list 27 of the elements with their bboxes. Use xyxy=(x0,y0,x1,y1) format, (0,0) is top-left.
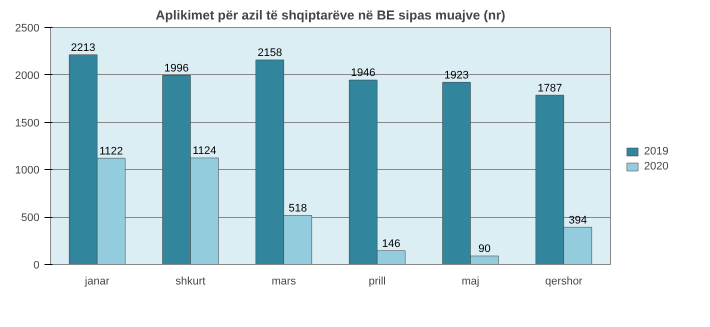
data-label: 1787 xyxy=(538,82,562,94)
legend-label: 2020 xyxy=(644,160,670,172)
x-tick-label: shkurt xyxy=(176,276,206,288)
data-label: 146 xyxy=(382,238,400,250)
data-label: 394 xyxy=(568,214,588,226)
data-label: 2158 xyxy=(258,47,282,60)
y-tick-label: 500 xyxy=(21,212,40,224)
x-tick-label: qershor xyxy=(545,276,583,288)
x-tick-label: mars xyxy=(272,276,297,288)
x-tick-label: janar xyxy=(84,276,110,288)
y-tick-label: 0 xyxy=(33,260,40,272)
x-tick-label: prill xyxy=(368,276,386,288)
chart-title: Aplikimet për azil të shqiptarëve në BE sipas muajve (nr) xyxy=(156,8,506,22)
data-label: 1946 xyxy=(350,67,376,80)
data-label: 2213 xyxy=(70,42,96,54)
y-tick-label: 2000 xyxy=(15,70,40,82)
data-label: 518 xyxy=(288,202,308,215)
x-tick-label: maj xyxy=(462,276,480,288)
data-label: 90 xyxy=(478,243,491,256)
data-label: 1996 xyxy=(164,62,189,74)
data-label: 1122 xyxy=(99,145,123,158)
y-tick-label: 1500 xyxy=(15,117,40,130)
y-tick-label: 2500 xyxy=(15,22,40,34)
y-tick-label: 1000 xyxy=(15,164,40,177)
data-label: 1124 xyxy=(192,145,216,158)
data-label: 1923 xyxy=(444,69,469,82)
legend-label: 2019 xyxy=(644,146,670,158)
